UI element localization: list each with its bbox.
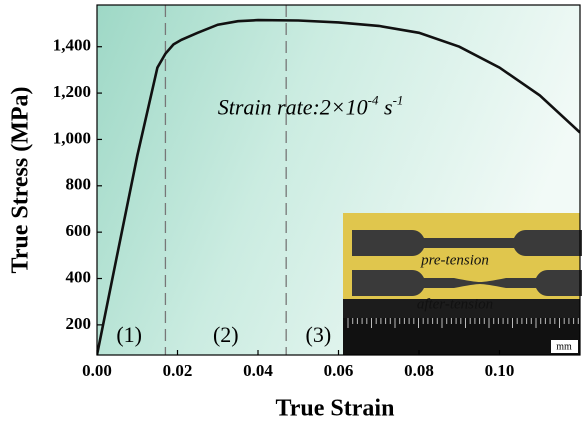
annotation-text: s [379, 94, 393, 119]
inset-label: pre-tension [420, 252, 489, 268]
region-label: (3) [306, 322, 332, 347]
y-tick-label: 1,000 [53, 128, 91, 147]
inset-unit: mm [556, 341, 572, 352]
x-tick-label: 0.04 [243, 361, 273, 380]
y-axis-title: True Stress (MPa) [8, 86, 34, 273]
inset-label: after-tension [417, 296, 493, 312]
x-tick-label: 0.02 [163, 361, 193, 380]
annotation: Strain rate:2×10-4 s-1 [218, 92, 404, 119]
y-tick-label: 1,200 [53, 82, 91, 101]
x-axis-title: True Strain [276, 396, 395, 422]
x-tick-label: 0.06 [324, 361, 354, 380]
region-label: (2) [213, 322, 239, 347]
y-tick-label: 400 [66, 267, 92, 286]
inset-photo: pre-tension after-tension mm [343, 213, 582, 355]
stress-strain-curve [97, 18, 580, 355]
region-label: (1) [116, 322, 142, 347]
y-tick-label: 600 [66, 221, 92, 240]
x-tick-label: 0.08 [404, 361, 434, 380]
annotation-superscript: -4 [368, 92, 379, 107]
x-tick-label: 0.10 [485, 361, 515, 380]
x-tick-label: 0.00 [82, 361, 112, 380]
annotation-superscript: -1 [393, 92, 404, 107]
y-tick-label: 1,400 [53, 36, 91, 55]
annotation-text: Strain rate:2×10 [218, 94, 368, 119]
y-tick-label: 800 [66, 175, 92, 194]
y-tick-label: 200 [66, 314, 92, 333]
